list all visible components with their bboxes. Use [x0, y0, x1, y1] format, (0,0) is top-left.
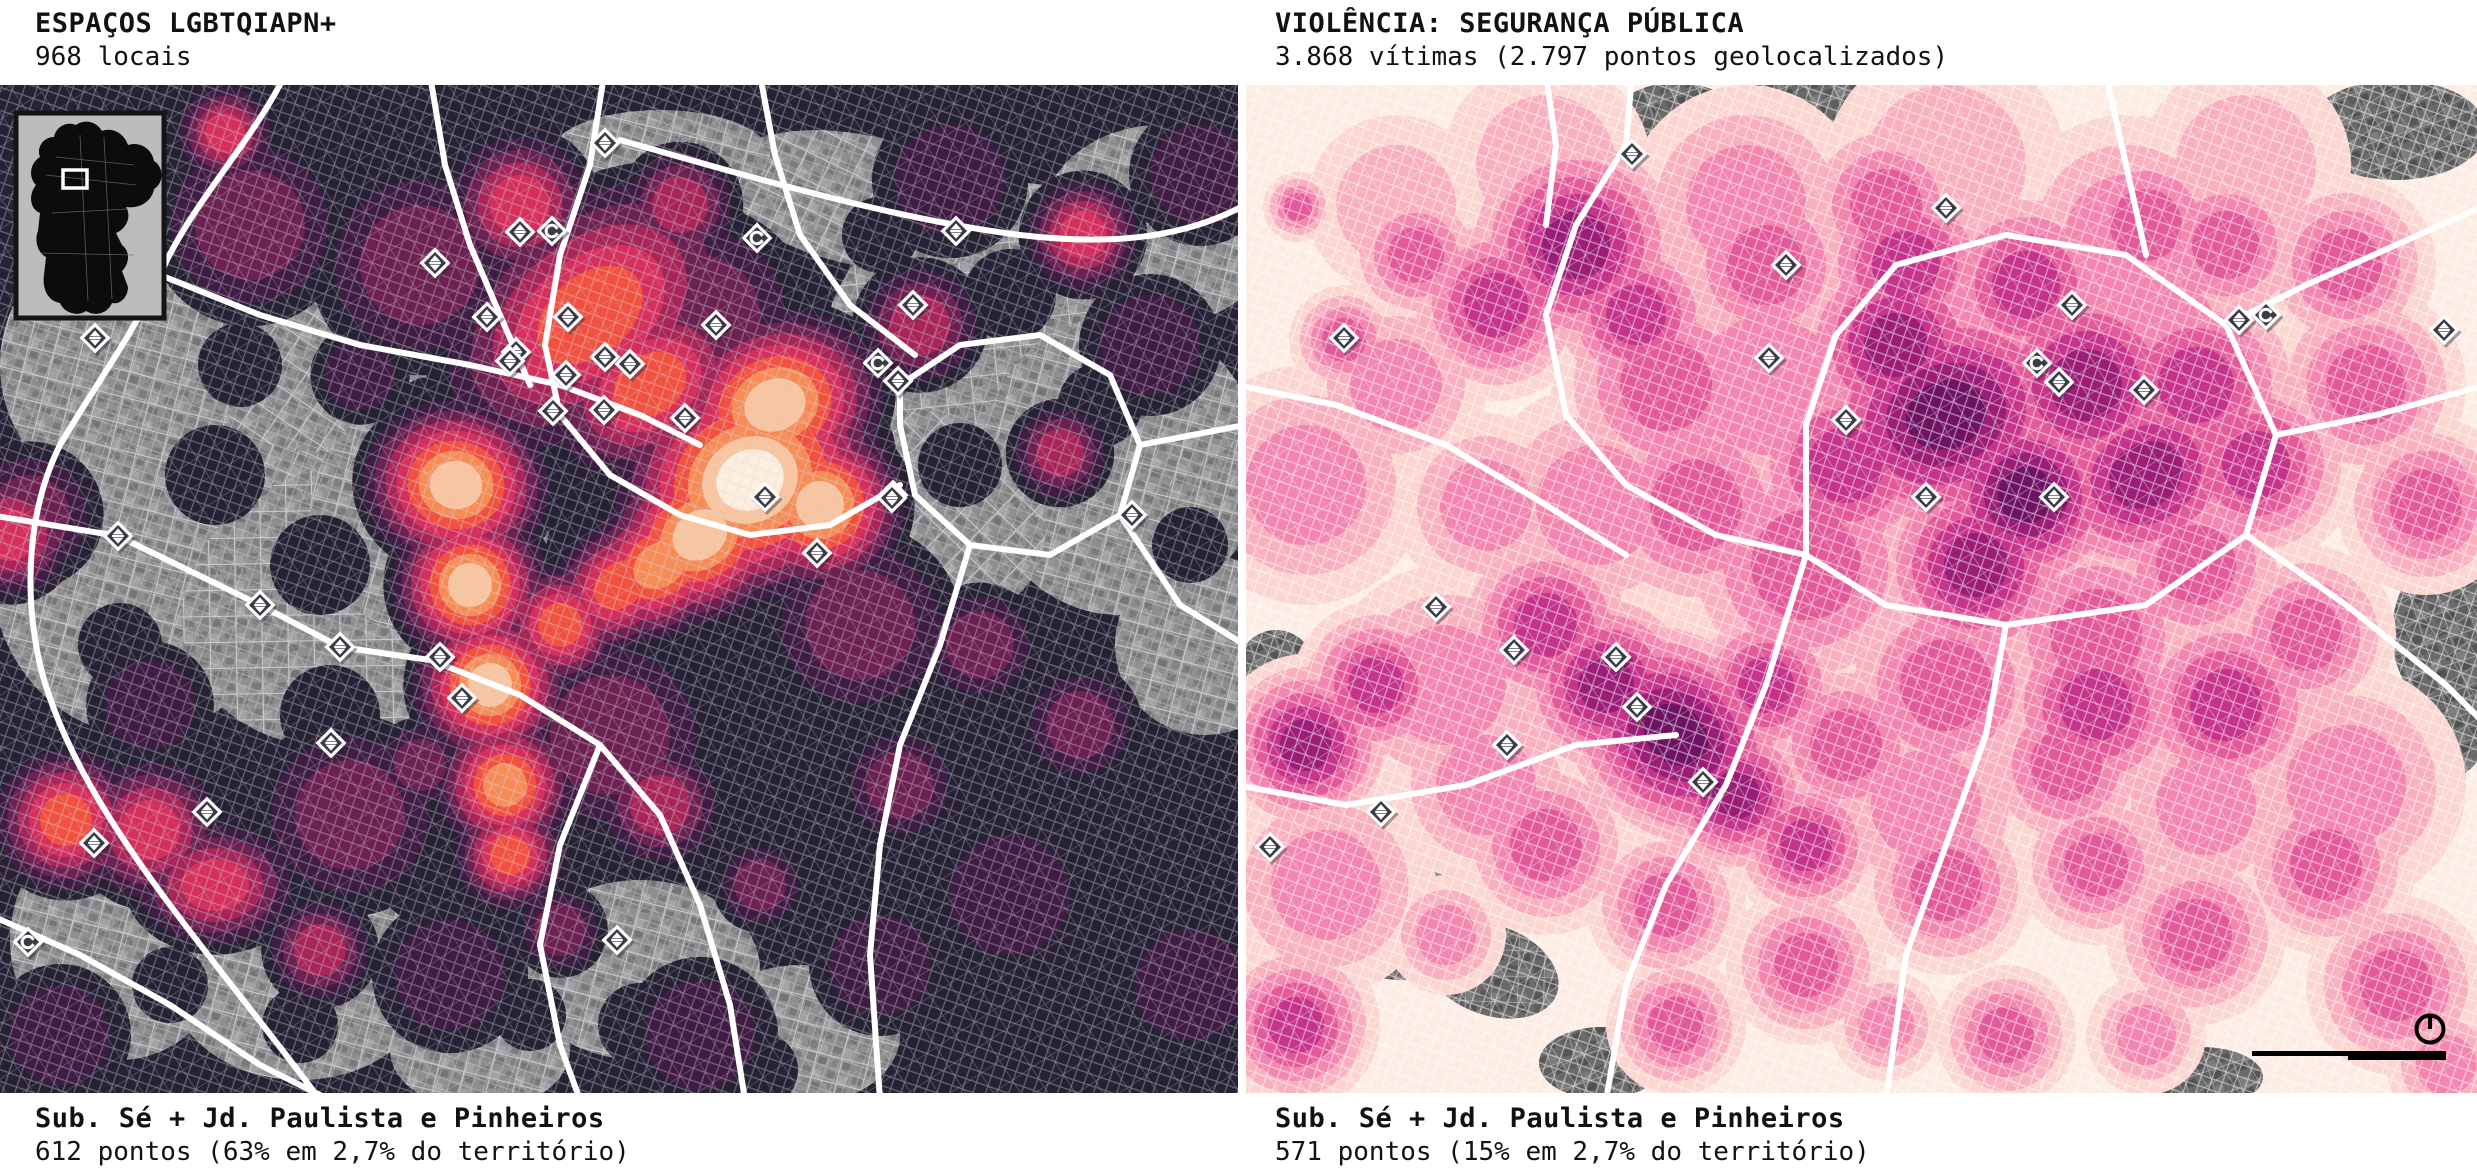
lgbtqiapn-spaces-heatmap	[0, 85, 1238, 1093]
metro-station-icon	[2128, 374, 2162, 409]
header-band: ESPAÇOS LGBTQIAPN+ 968 locais VIOLÊNCIA:…	[0, 0, 2477, 85]
metro-station-icon	[2043, 366, 2077, 401]
scale-bar	[2252, 1051, 2446, 1060]
major-roads	[1246, 85, 2477, 1093]
metro-station-icon	[471, 301, 505, 336]
metro-station-icon	[2428, 314, 2462, 349]
metro-station-icon	[2223, 304, 2257, 339]
left-caption-stats: 612 pontos (63% em 2,7% do território)	[35, 1137, 630, 1167]
map-extent-frame	[61, 168, 89, 190]
left-map-header: ESPAÇOS LGBTQIAPN+ 968 locais	[0, 0, 1238, 74]
left-map-subtitle: 968 locais	[35, 42, 192, 72]
north-arrow-icon	[2414, 1013, 2446, 1045]
left-map-caption: Sub. Sé + Jd. Paulista e Pinheiros 612 p…	[0, 1093, 1238, 1169]
footer-band: Sub. Sé + Jd. Paulista e Pinheiros 612 p…	[0, 1093, 2477, 1176]
map-pair	[0, 85, 2477, 1093]
metro-station-icon	[2056, 289, 2090, 324]
right-map-title: VIOLÊNCIA: SEGURANÇA PÚBLICA	[1275, 8, 1745, 39]
metro-station-icon	[419, 247, 453, 282]
right-map-caption: Sub. Sé + Jd. Paulista e Pinheiros 571 p…	[1246, 1093, 2477, 1169]
right-caption-stats: 571 pontos (15% em 2,7% do território)	[1275, 1137, 1870, 1167]
violence-public-security-heatmap	[1246, 85, 2477, 1093]
metro-station-icon	[79, 322, 113, 357]
sao-paulo-locator-inset	[13, 110, 167, 321]
right-caption-title: Sub. Sé + Jd. Paulista e Pinheiros	[1275, 1103, 1845, 1134]
major-roads	[0, 85, 1238, 1093]
left-caption-title: Sub. Sé + Jd. Paulista e Pinheiros	[35, 1103, 605, 1134]
right-map-header: VIOLÊNCIA: SEGURANÇA PÚBLICA 3.868 vítim…	[1246, 0, 2477, 74]
right-map-subtitle: 3.868 vítimas (2.797 pontos geolocalizad…	[1275, 42, 1949, 72]
train-station-icon	[2250, 299, 2284, 334]
street-grid-overlay-2	[0, 85, 1238, 1093]
left-map-title: ESPAÇOS LGBTQIAPN+	[35, 8, 337, 39]
